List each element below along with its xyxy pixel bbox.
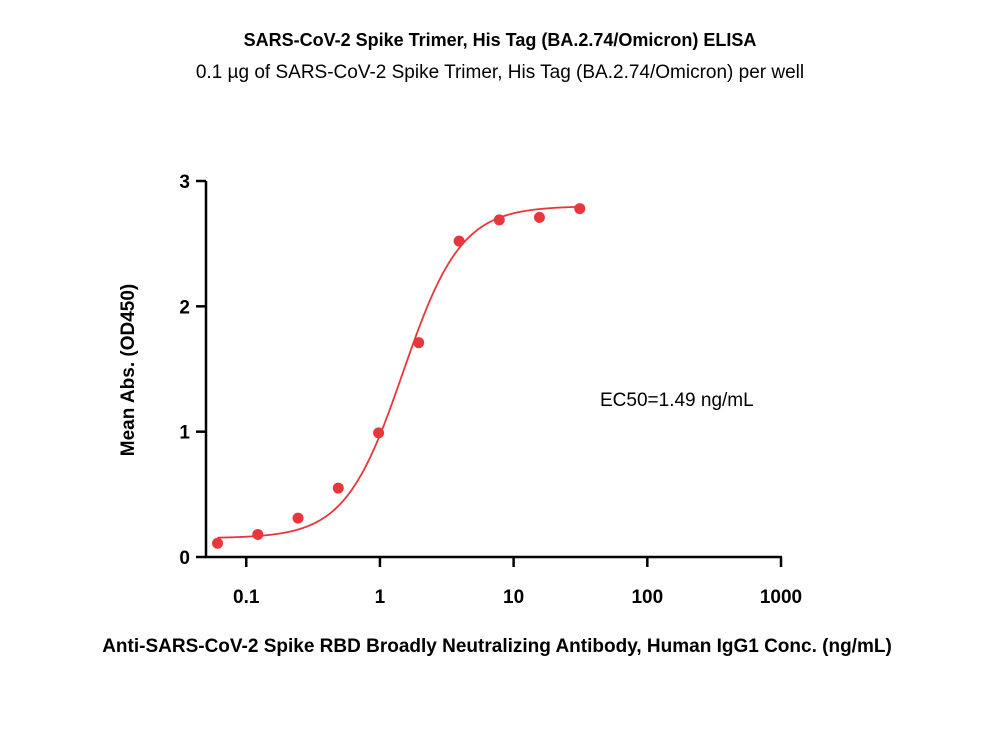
data-point (453, 235, 465, 247)
data-points (212, 203, 586, 549)
x-tick-label: 1 (375, 587, 386, 608)
axes (204, 181, 782, 559)
y-tick-label: 1 (179, 423, 190, 444)
data-point (493, 214, 505, 226)
chart-subtitle: 0.1 µg of SARS-CoV-2 Spike Trimer, His T… (195, 62, 805, 83)
chart-title: SARS-CoV-2 Spike Trimer, His Tag (BA.2.7… (243, 30, 757, 50)
data-point (533, 211, 545, 223)
data-point (332, 482, 344, 494)
ec50-annotation: EC50=1.49 ng/mL (600, 390, 754, 411)
data-point (574, 203, 586, 215)
y-tick-label: 3 (179, 172, 190, 193)
y-tick-label: 0 (179, 548, 190, 569)
x-axis-title: Anti-SARS-CoV-2 Spike RBD Broadly Neutra… (102, 636, 892, 657)
data-point (252, 528, 264, 540)
x-tick-label: 0.1 (233, 587, 260, 608)
x-tick-label: 10 (503, 587, 524, 608)
fit-curve (217, 205, 580, 539)
data-point (212, 537, 224, 549)
y-tick-label: 2 (179, 297, 190, 318)
data-point (292, 512, 304, 524)
x-tick-label: 1000 (760, 587, 802, 608)
y-axis-title: Mean Abs. (OD450) (118, 284, 139, 456)
data-point (373, 427, 385, 439)
x-tick-label: 100 (631, 587, 663, 608)
data-point (413, 337, 425, 349)
ticks: 0 1 2 3 0.1 1 10 100 1000 (179, 172, 802, 608)
